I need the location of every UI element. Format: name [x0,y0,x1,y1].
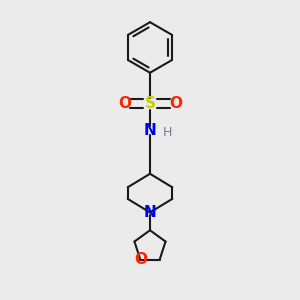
Text: O: O [169,96,182,111]
Text: O: O [134,252,147,267]
Text: H: H [163,126,172,139]
Text: S: S [145,96,155,111]
Text: N: N [144,205,156,220]
Text: O: O [118,96,131,111]
Text: N: N [144,123,156,138]
